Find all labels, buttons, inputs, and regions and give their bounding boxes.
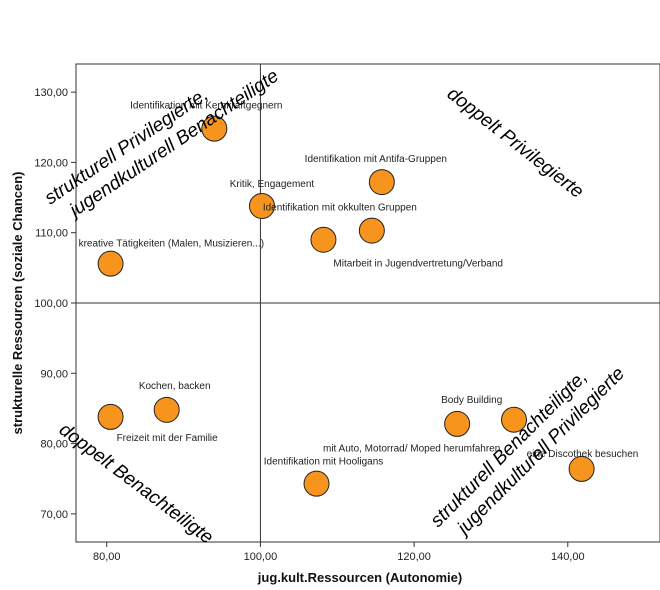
y-tick-label: 70,00: [40, 509, 68, 521]
point-label: Freizeit mit der Familie: [117, 433, 219, 444]
point-label: Identifikation mit Antifa-Gruppen: [305, 154, 447, 165]
y-tick-label: 120,00: [34, 157, 68, 169]
point-label: Identifikation mit Kernkraftgegnern: [130, 101, 282, 112]
data-point: [358, 217, 385, 244]
point-labels-layer: Identifikation mit Kernkraftgegnern Ident…: [79, 101, 639, 468]
x-tick-label: 80,00: [93, 551, 121, 563]
point-label: kreative Tätigkeiten (Malen, Musizieren.…: [79, 239, 264, 250]
x-tick-label: 120,00: [397, 551, 431, 563]
point-label: Body Building: [441, 395, 502, 406]
data-point: [310, 226, 337, 253]
y-axis-title: strukturelle Ressourcen (soziale Chancen…: [10, 172, 25, 435]
y-tick-label: 80,00: [40, 439, 68, 451]
point-label: Mitarbeit in Jugendvertretung/Verband: [333, 259, 503, 270]
point-label: Kochen, backen: [139, 381, 211, 392]
x-axis-title: jug.kult.Ressourcen (Autonomie): [257, 570, 462, 585]
y-tick-label: 110,00: [35, 228, 68, 240]
data-point: [97, 403, 124, 430]
y-tick-label: 90,00: [40, 368, 68, 380]
axes-layer: 80,00 100,00 120,00 140,00 70,00 80,00 90,00 10…: [34, 64, 660, 563]
point-label: Kritik, Engagement: [230, 179, 315, 190]
data-point: [248, 192, 275, 219]
data-point: [201, 115, 228, 142]
points-layer: [97, 115, 595, 497]
x-tick-label: 100,00: [244, 551, 278, 563]
data-point: [303, 470, 330, 497]
data-point: [97, 250, 124, 277]
data-point: [368, 169, 395, 196]
data-point: [501, 406, 527, 433]
point-label: eine Discothek besuchen: [527, 449, 639, 460]
data-point: [444, 410, 471, 437]
data-point: [568, 455, 595, 482]
y-tick-label: 100,00: [34, 298, 68, 310]
x-tick-label: 140,00: [551, 551, 585, 563]
y-tick-label: 130,00: [34, 87, 68, 99]
point-label: mit Auto, Motorrad/ Moped herumfahren: [323, 444, 500, 455]
point-label: Identifikation mit okkulten Gruppen: [263, 203, 417, 214]
data-point: [153, 396, 180, 423]
point-label: Identifikation mit Hooligans: [264, 457, 384, 468]
